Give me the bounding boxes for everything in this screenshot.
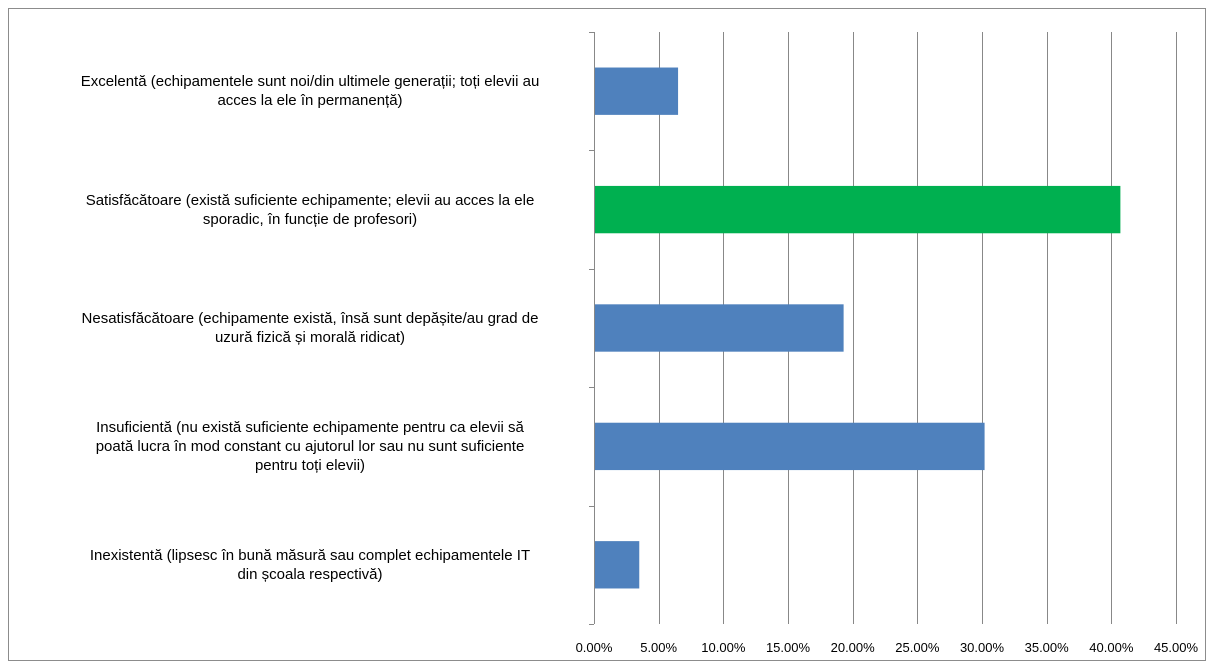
- chart-frame: 0.00% 5.00% 10.00% 15.00% 20.00% 25.00% 30.00%…: [8, 8, 1206, 661]
- bar: [595, 422, 985, 471]
- category-label-line: acces la ele în permanență): [217, 92, 403, 110]
- category-label: Satisfăcătoare (există suficiente echipa…: [27, 191, 593, 229]
- category-label: Insuficientă (nu există suficiente echip…: [27, 418, 593, 475]
- category-label-line: Nesatisfăcătoare (echipamente există, în…: [81, 310, 539, 327]
- x-tick-label: 15.00%: [766, 640, 811, 655]
- category-label-line: uzură fizică și morală ridicat): [214, 329, 406, 346]
- x-tick-label: 5.00%: [640, 640, 677, 655]
- category-label-line: poată lucra în mod constant cu ajutorul …: [95, 437, 525, 455]
- x-tick-label: 0.00%: [576, 640, 613, 655]
- bar: [595, 185, 1121, 234]
- bar: [595, 67, 679, 115]
- category-label: Inexistentă (lipsesc în bună măsură sau …: [27, 546, 593, 584]
- bar: [595, 304, 844, 352]
- category-label-line: Insuficientă (nu există suficiente echip…: [96, 418, 524, 436]
- x-tick-label: 25.00%: [895, 640, 940, 655]
- category-label-line: pentru toți elevii): [254, 456, 366, 474]
- category-label-line: Satisfăcătoare (există suficiente echipa…: [85, 191, 535, 209]
- x-tick-label: 40.00%: [1089, 640, 1134, 655]
- bar: [595, 541, 640, 589]
- category-label-line: Excelentă (echipamentele sunt noi/din ul…: [80, 73, 540, 91]
- category-label-line: din școala respectivă): [237, 565, 383, 583]
- x-tick-label: 45.00%: [1154, 640, 1199, 655]
- category-label: Excelentă (echipamentele sunt noi/din ul…: [27, 72, 593, 110]
- x-tick-label: 20.00%: [831, 640, 876, 655]
- bar-chart: 0.00% 5.00% 10.00% 15.00% 20.00% 25.00% 30.00%…: [576, 32, 1199, 655]
- category-label-line: Inexistentă (lipsesc în bună măsură sau …: [89, 546, 531, 564]
- category-label: Nesatisfăcătoare (echipamente există, în…: [27, 309, 593, 347]
- x-tick-label: 10.00%: [701, 640, 746, 655]
- x-tick-label: 30.00%: [960, 640, 1005, 655]
- category-label-line: sporadic, în funcție de profesori): [202, 210, 418, 228]
- x-tick-label: 35.00%: [1025, 640, 1070, 655]
